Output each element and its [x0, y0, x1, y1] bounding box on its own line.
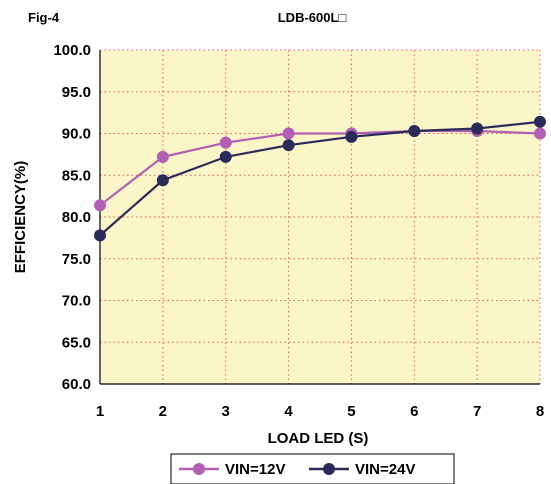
y-tick-label: 100.0 [53, 42, 91, 59]
x-tick-labels: 1 2 3 4 5 6 7 8 [96, 403, 544, 420]
x-tick-label: 7 [473, 403, 481, 420]
figure-label: Fig-4 [28, 10, 60, 25]
data-point [156, 174, 169, 187]
y-tick-label: 60.0 [62, 376, 91, 393]
x-tick-label: 4 [284, 403, 293, 420]
legend-label: VIN=12V [225, 461, 285, 478]
data-point [94, 199, 106, 212]
y-tick-label: 85.0 [62, 167, 91, 184]
data-point [534, 115, 546, 128]
x-axis-label: LOAD LED (S) [268, 430, 369, 447]
series-lines [94, 115, 546, 242]
data-point [345, 130, 358, 143]
data-point [534, 127, 546, 140]
data-point [408, 124, 421, 137]
y-tick-label: 75.0 [62, 251, 91, 268]
data-point [471, 122, 484, 135]
chart-title: LDB-600L□ [278, 10, 347, 25]
series-line [99, 129, 541, 207]
legend-swatch-marker [193, 463, 205, 475]
series-line [99, 120, 541, 237]
legend-swatch-marker [323, 463, 335, 475]
data-point [156, 150, 169, 163]
y-tick-labels: 60.0 65.0 70.0 75.0 80.0 85.0 90.0 95.0 100.0 [53, 42, 91, 393]
legend: VIN=12V VIN=24V [170, 453, 455, 484]
x-tick-label: 6 [410, 403, 418, 420]
y-tick-label: 70.0 [62, 293, 91, 310]
x-tick-label: 3 [222, 403, 230, 420]
data-point [282, 139, 295, 152]
axes [99, 50, 540, 385]
x-tick-label: 5 [347, 403, 355, 420]
y-tick-label: 95.0 [62, 84, 91, 101]
y-tick-label: 65.0 [62, 334, 91, 351]
y-tick-label: 90.0 [62, 126, 91, 143]
y-axis-label: EFFICIENCY(%) [12, 161, 29, 274]
data-point [94, 229, 106, 242]
x-tick-label: 8 [536, 403, 544, 420]
data-point [219, 150, 232, 163]
legend-label: VIN=24V [355, 461, 415, 478]
y-tick-label: 80.0 [62, 209, 91, 226]
data-point [282, 127, 295, 140]
data-point [219, 136, 232, 149]
x-tick-label: 1 [96, 403, 104, 420]
x-tick-label: 2 [159, 403, 167, 420]
series-2 [94, 115, 546, 242]
